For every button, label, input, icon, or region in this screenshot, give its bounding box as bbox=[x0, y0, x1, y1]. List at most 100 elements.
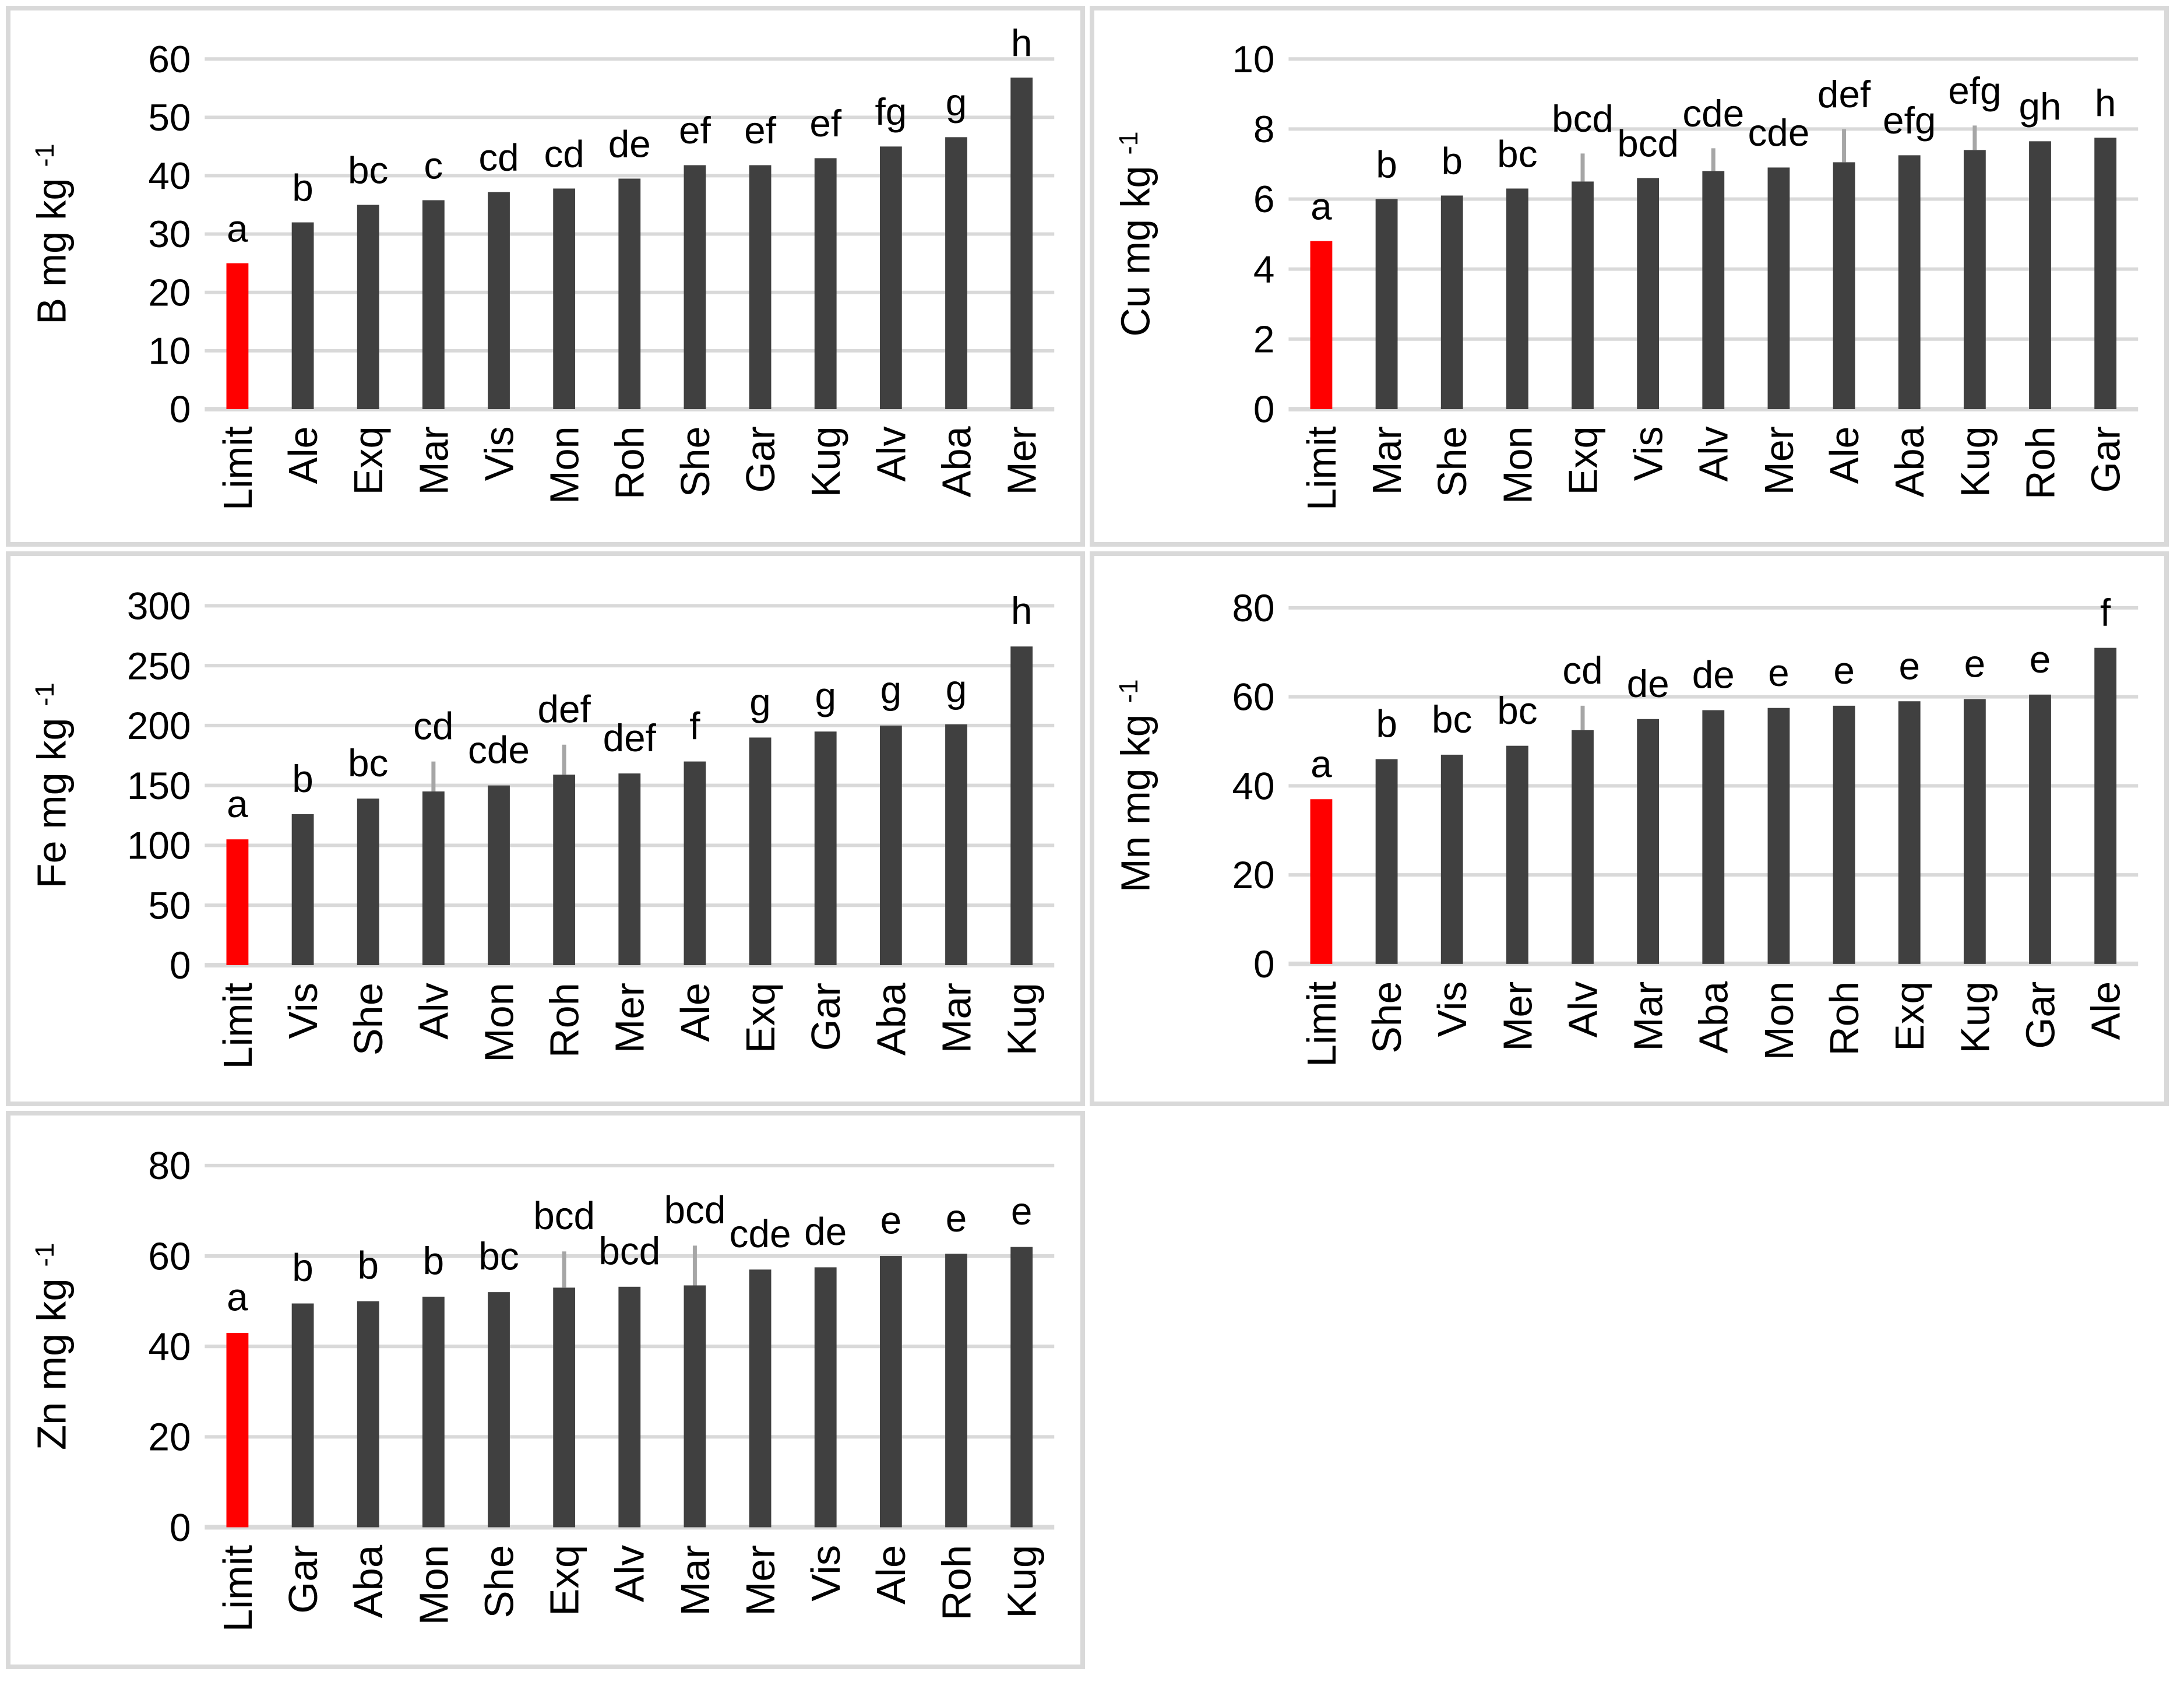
value-bar bbox=[618, 1286, 641, 1528]
y-axis-title: Cu mg kg -1 bbox=[1112, 132, 1158, 337]
significance-letter: cde bbox=[468, 728, 530, 771]
x-category-label: Vis bbox=[803, 1545, 848, 1602]
value-bar bbox=[291, 814, 314, 965]
value-bar bbox=[749, 737, 772, 965]
value-bar bbox=[1898, 701, 1921, 964]
x-category-label: Ale bbox=[2083, 981, 2129, 1040]
value-bar bbox=[1010, 78, 1033, 409]
significance-letter: g bbox=[815, 674, 836, 717]
value-bar bbox=[684, 1285, 706, 1528]
significance-letter: a bbox=[227, 207, 248, 249]
value-bar bbox=[357, 205, 379, 409]
y-tick-label: 40 bbox=[148, 155, 191, 197]
value-bar bbox=[1833, 705, 1855, 964]
significance-letter: cd bbox=[413, 704, 453, 747]
significance-letter: bc bbox=[1432, 698, 1472, 741]
y-tick-label: 6 bbox=[1253, 178, 1275, 220]
value-bar bbox=[488, 785, 510, 965]
significance-letter: def bbox=[538, 687, 591, 730]
limit-bar bbox=[226, 839, 249, 965]
x-category-label: Mer bbox=[737, 1545, 783, 1616]
y-tick-label: 250 bbox=[127, 644, 191, 687]
y-tick-label: 100 bbox=[127, 824, 191, 867]
x-category-label: Kug bbox=[999, 983, 1045, 1055]
x-category-label: Gar bbox=[2017, 981, 2063, 1049]
significance-letter: e bbox=[1833, 649, 1855, 692]
y-tick-label: 4 bbox=[1253, 248, 1275, 290]
x-category-label: Alv bbox=[411, 983, 457, 1040]
x-category-label: Alv bbox=[607, 1545, 652, 1602]
empty-cell bbox=[1090, 1111, 2169, 1669]
significance-letter: b bbox=[292, 1247, 313, 1290]
value-bar bbox=[357, 798, 379, 965]
value-bar bbox=[1767, 708, 1790, 964]
value-bar bbox=[2094, 138, 2117, 409]
value-bar bbox=[1702, 171, 1725, 409]
cu-bar-chart: 0 2 4 6 8 10 Cu mg kg -1 a Limit b Mar b She bc Mon bcd… bbox=[1112, 38, 2139, 511]
significance-letter: g bbox=[749, 680, 771, 723]
panel-cu: 0 2 4 6 8 10 Cu mg kg -1 a Limit b Mar b She bc Mon bcd… bbox=[1090, 6, 2169, 547]
significance-letter: e bbox=[1768, 652, 1790, 694]
x-category-label: Limit bbox=[1299, 981, 1344, 1067]
value-bar bbox=[618, 178, 641, 409]
significance-letter: g bbox=[946, 82, 967, 124]
significance-letter: a bbox=[1311, 185, 1332, 227]
x-category-label: Aba bbox=[934, 426, 980, 497]
value-bar bbox=[1010, 646, 1033, 965]
y-tick-label: 0 bbox=[1253, 388, 1275, 430]
b-bar-chart: 0 10 20 30 40 50 60 B mg kg -1 a Limit b Ale bc Exq c M… bbox=[29, 22, 1055, 511]
significance-letter: e bbox=[880, 1199, 902, 1243]
value-bar bbox=[2029, 141, 2051, 409]
value-bar bbox=[749, 165, 772, 409]
x-category-label: Mar bbox=[411, 426, 457, 495]
y-tick-label: 40 bbox=[148, 1325, 191, 1369]
significance-letter: de bbox=[608, 123, 651, 165]
significance-letter: de bbox=[1692, 654, 1735, 696]
x-category-label: Alv bbox=[1690, 426, 1736, 482]
significance-letter: b bbox=[1376, 703, 1397, 745]
value-bar bbox=[1702, 710, 1725, 964]
significance-letter: bcd bbox=[1617, 122, 1679, 164]
value-bar bbox=[1637, 719, 1660, 964]
x-category-label: Aba bbox=[1691, 981, 1736, 1053]
value-bar bbox=[2029, 694, 2051, 964]
x-category-label: Gar bbox=[803, 983, 848, 1051]
significance-letter: ef bbox=[809, 103, 842, 145]
x-category-label: Limit bbox=[214, 1545, 260, 1632]
value-bar bbox=[1506, 745, 1528, 964]
significance-letter: de bbox=[1627, 663, 1669, 705]
limit-bar bbox=[226, 263, 249, 409]
y-tick-label: 2 bbox=[1253, 318, 1275, 360]
significance-letter: e bbox=[2030, 638, 2051, 681]
x-category-label: Mon bbox=[541, 426, 587, 504]
value-bar bbox=[422, 1296, 445, 1528]
x-category-label: Mer bbox=[607, 983, 653, 1053]
x-category-label: Kug bbox=[803, 426, 849, 497]
significance-letter: efg bbox=[1948, 70, 2001, 112]
value-bar bbox=[1572, 181, 1594, 409]
significance-letter: f bbox=[2100, 592, 2111, 634]
y-tick-label: 20 bbox=[1232, 854, 1274, 896]
significance-letter: b bbox=[1441, 140, 1463, 182]
x-category-label: Aba bbox=[346, 1544, 391, 1618]
significance-letter: cd bbox=[478, 136, 519, 178]
x-category-label: Gar bbox=[2083, 426, 2129, 492]
x-category-label: Limit bbox=[215, 983, 260, 1069]
x-category-label: Exq bbox=[346, 426, 392, 495]
x-category-label: Ale bbox=[280, 426, 326, 484]
panel-mn: 0 20 40 60 80 Mn mg kg -1 a Limit b She bc Vis bc Mer… bbox=[1090, 551, 2169, 1106]
value-bar bbox=[1963, 150, 1986, 409]
x-category-label: Aba bbox=[1887, 426, 1933, 497]
x-category-label: Alv bbox=[1560, 981, 1605, 1038]
x-category-label: Kug bbox=[1952, 981, 1998, 1054]
value-bar bbox=[684, 165, 706, 409]
significance-letter: e bbox=[1011, 1190, 1033, 1234]
x-category-label: She bbox=[672, 426, 718, 497]
significance-letter: g bbox=[880, 668, 902, 711]
x-category-label: Mon bbox=[1495, 426, 1541, 504]
significance-letter: cde bbox=[1682, 93, 1744, 135]
x-category-label: Vis bbox=[280, 983, 326, 1039]
x-category-label: Limit bbox=[214, 426, 260, 511]
limit-bar bbox=[1310, 241, 1333, 409]
y-tick-label: 150 bbox=[127, 764, 191, 807]
